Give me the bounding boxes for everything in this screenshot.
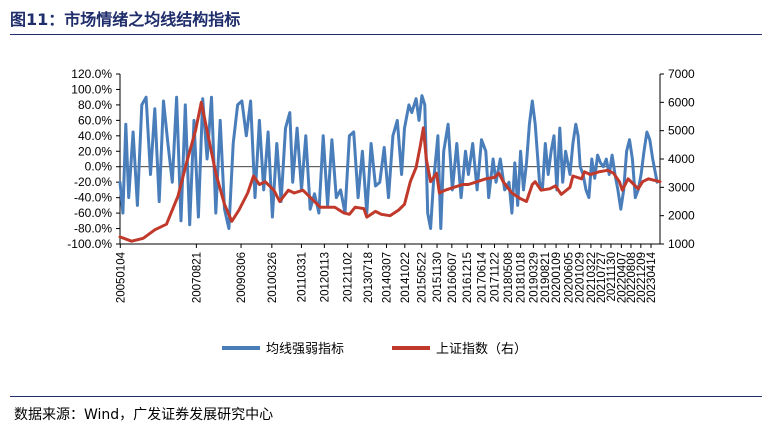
x-tick-label: 20170614: [476, 251, 488, 303]
x-tick-label: 20120113: [319, 252, 331, 302]
x-tick-label: 20121102: [343, 252, 355, 302]
y-right-tick-label: 7000: [668, 67, 695, 81]
source-note: 数据来源：Wind，广发证券发展研究中心: [14, 407, 274, 423]
x-tick-label: 20110331: [296, 252, 308, 302]
series-line-ma-strength: [118, 94, 659, 230]
x-tick-label: 20210727: [596, 252, 608, 303]
y-left-tick-label: 0.0%: [85, 160, 113, 174]
title-divider: [10, 34, 762, 35]
x-tick-label: 20070821: [191, 252, 203, 303]
x-tick-label: 20090306: [236, 252, 248, 303]
x-tick-label: 20141022: [400, 252, 412, 303]
x-tick-label: 20050104: [115, 251, 127, 303]
x-tick-label: 20181018: [516, 252, 528, 303]
x-tick-label: 20230414: [646, 251, 658, 303]
y-left-tick-label: 80.0%: [78, 98, 112, 112]
x-tick-label: 20200109: [551, 252, 563, 303]
y-left-tick-label: -80.0%: [74, 222, 112, 236]
x-tick-label: 20150522: [417, 252, 429, 303]
y-left-tick-label: -40.0%: [74, 191, 112, 205]
y-left-tick-label: -60.0%: [74, 206, 112, 220]
page-title: 图11：市场情绪之均线结构指标: [10, 10, 241, 29]
x-tick-label: 20160607: [447, 252, 459, 303]
footer-divider: [10, 396, 762, 397]
y-right-tick-label: 3000: [668, 180, 695, 194]
series-layer: [118, 94, 662, 243]
x-tick-label: 20100326: [267, 252, 279, 303]
y-left-tick-label: 120.0%: [71, 67, 112, 81]
x-tick-label: 20210322: [586, 252, 598, 303]
legend-label-ma-strength: 均线强弱指标: [266, 341, 344, 356]
y-right-tick-label: 1000: [668, 237, 695, 251]
legend: 均线强弱指标 上证指数（右）: [222, 341, 527, 356]
x-tick-label: 20130718: [363, 252, 375, 303]
x-tick-label: 20151130: [432, 252, 444, 302]
x-tick-label: 20220808: [626, 252, 638, 303]
x-tick-label: 20140307: [382, 252, 394, 303]
x-tick-label: 20161215: [462, 252, 474, 303]
y-left-tick-label: 60.0%: [78, 113, 112, 127]
legend-label-shanghai-index: 上证指数（右）: [436, 341, 527, 356]
y-right-tick-label: 4000: [668, 152, 695, 166]
x-tick-label: 20201029: [575, 252, 587, 303]
x-tick-label: 20200605: [563, 252, 575, 303]
x-tick-label: 20171122: [490, 252, 502, 302]
x-tick-label: 20211130: [606, 252, 618, 301]
x-tick-label: 20221209: [636, 252, 648, 303]
axes: 120.0%100.0% 80.0%60.0% 40.0%20.0% 0.0%-20.…: [67, 67, 695, 303]
y-right-tick-label: 5000: [668, 124, 695, 138]
y-left-tick-label: 20.0%: [78, 144, 112, 158]
x-tick-label: 20190821: [540, 252, 552, 303]
y-right-tick-label: 2000: [668, 209, 695, 223]
x-tick-label: 20220407: [616, 252, 628, 303]
y-left-tick-label: -20.0%: [74, 175, 112, 189]
y-left-tick-label: 100.0%: [71, 82, 112, 96]
y-left-tick-label: 40.0%: [78, 129, 112, 143]
series-line-shanghai-index: [118, 100, 662, 243]
x-tick-label: 20180508: [503, 252, 515, 303]
y-left-tick-label: -100.0%: [67, 237, 112, 251]
x-tick-label: 20190329: [528, 252, 540, 303]
y-right-tick-label: 6000: [668, 95, 695, 109]
